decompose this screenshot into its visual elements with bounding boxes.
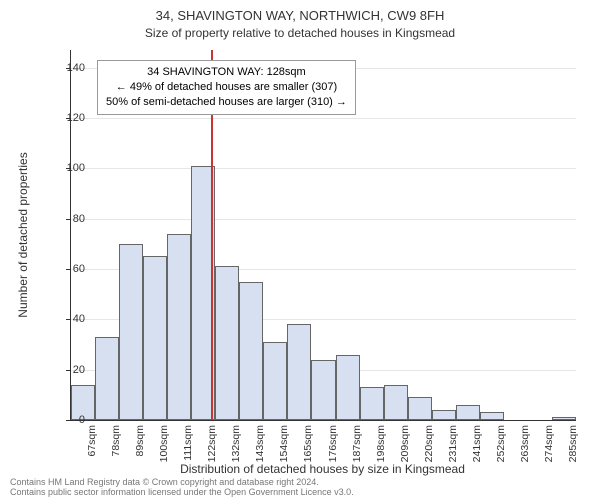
gridline bbox=[71, 219, 576, 220]
annotation-line3: 50% of semi-detached houses are larger (… bbox=[106, 96, 347, 108]
chart-container: 34, SHAVINGTON WAY, NORTHWICH, CW9 8FH S… bbox=[0, 0, 600, 500]
ytick-label: 80 bbox=[55, 213, 85, 225]
histogram-bar bbox=[119, 244, 143, 420]
xtick-label: 89sqm bbox=[134, 425, 146, 457]
xtick-label: 231sqm bbox=[447, 425, 459, 462]
xtick-label: 263sqm bbox=[519, 425, 531, 462]
gridline bbox=[71, 168, 576, 169]
xtick-label: 100sqm bbox=[158, 425, 170, 462]
footnote: Contains HM Land Registry data © Crown c… bbox=[10, 478, 354, 498]
histogram-bar bbox=[384, 385, 408, 420]
xtick-label: 67sqm bbox=[86, 425, 98, 457]
histogram-bar bbox=[456, 405, 480, 420]
annotation-line2: ← 49% of detached houses are smaller (30… bbox=[116, 81, 337, 93]
histogram-bar bbox=[215, 266, 239, 420]
histogram-bar bbox=[408, 397, 432, 420]
y-axis-label: Number of detached properties bbox=[16, 152, 30, 317]
histogram-bar bbox=[143, 256, 167, 420]
histogram-bar bbox=[552, 417, 576, 420]
xtick-label: 252sqm bbox=[495, 425, 507, 462]
histogram-bar bbox=[167, 234, 191, 420]
xtick-label: 154sqm bbox=[278, 425, 290, 462]
xtick-label: 122sqm bbox=[206, 425, 218, 462]
histogram-bar bbox=[263, 342, 287, 420]
chart-subtitle: Size of property relative to detached ho… bbox=[0, 26, 600, 40]
gridline bbox=[71, 118, 576, 119]
histogram-bar bbox=[311, 360, 335, 420]
histogram-bar bbox=[239, 282, 263, 420]
histogram-bar bbox=[287, 324, 311, 420]
footnote-line2: Contains public sector information licen… bbox=[10, 487, 354, 497]
footnote-line1: Contains HM Land Registry data © Crown c… bbox=[10, 477, 319, 487]
ytick-label: 140 bbox=[55, 62, 85, 74]
chart-title: 34, SHAVINGTON WAY, NORTHWICH, CW9 8FH bbox=[0, 8, 600, 23]
histogram-bar bbox=[480, 412, 504, 420]
annotation-box: 34 SHAVINGTON WAY: 128sqm ← 49% of detac… bbox=[97, 60, 356, 115]
ytick-label: 20 bbox=[55, 364, 85, 376]
xtick-label: 143sqm bbox=[254, 425, 266, 462]
histogram-bar bbox=[432, 410, 456, 420]
xtick-label: 111sqm bbox=[182, 425, 194, 461]
xtick-label: 165sqm bbox=[302, 425, 314, 462]
x-axis-label: Distribution of detached houses by size … bbox=[70, 462, 575, 476]
annotation-line1: 34 SHAVINGTON WAY: 128sqm bbox=[147, 66, 306, 78]
histogram-bar bbox=[336, 355, 360, 420]
histogram-bar bbox=[95, 337, 119, 420]
xtick-label: 132sqm bbox=[230, 425, 242, 462]
xtick-label: 187sqm bbox=[351, 425, 363, 462]
ytick-label: 60 bbox=[55, 263, 85, 275]
xtick-label: 274sqm bbox=[543, 425, 555, 462]
ytick-label: 0 bbox=[55, 414, 85, 426]
ytick-label: 100 bbox=[55, 162, 85, 174]
xtick-label: 176sqm bbox=[327, 425, 339, 462]
histogram-bar bbox=[360, 387, 384, 420]
xtick-label: 285sqm bbox=[567, 425, 579, 462]
plot-area: 34 SHAVINGTON WAY: 128sqm ← 49% of detac… bbox=[70, 50, 576, 421]
xtick-label: 209sqm bbox=[399, 425, 411, 462]
xtick-label: 241sqm bbox=[471, 425, 483, 462]
xtick-label: 198sqm bbox=[375, 425, 387, 462]
ytick-label: 40 bbox=[55, 313, 85, 325]
xtick-label: 78sqm bbox=[110, 425, 122, 457]
xtick-label: 220sqm bbox=[423, 425, 435, 462]
ytick-label: 120 bbox=[55, 112, 85, 124]
